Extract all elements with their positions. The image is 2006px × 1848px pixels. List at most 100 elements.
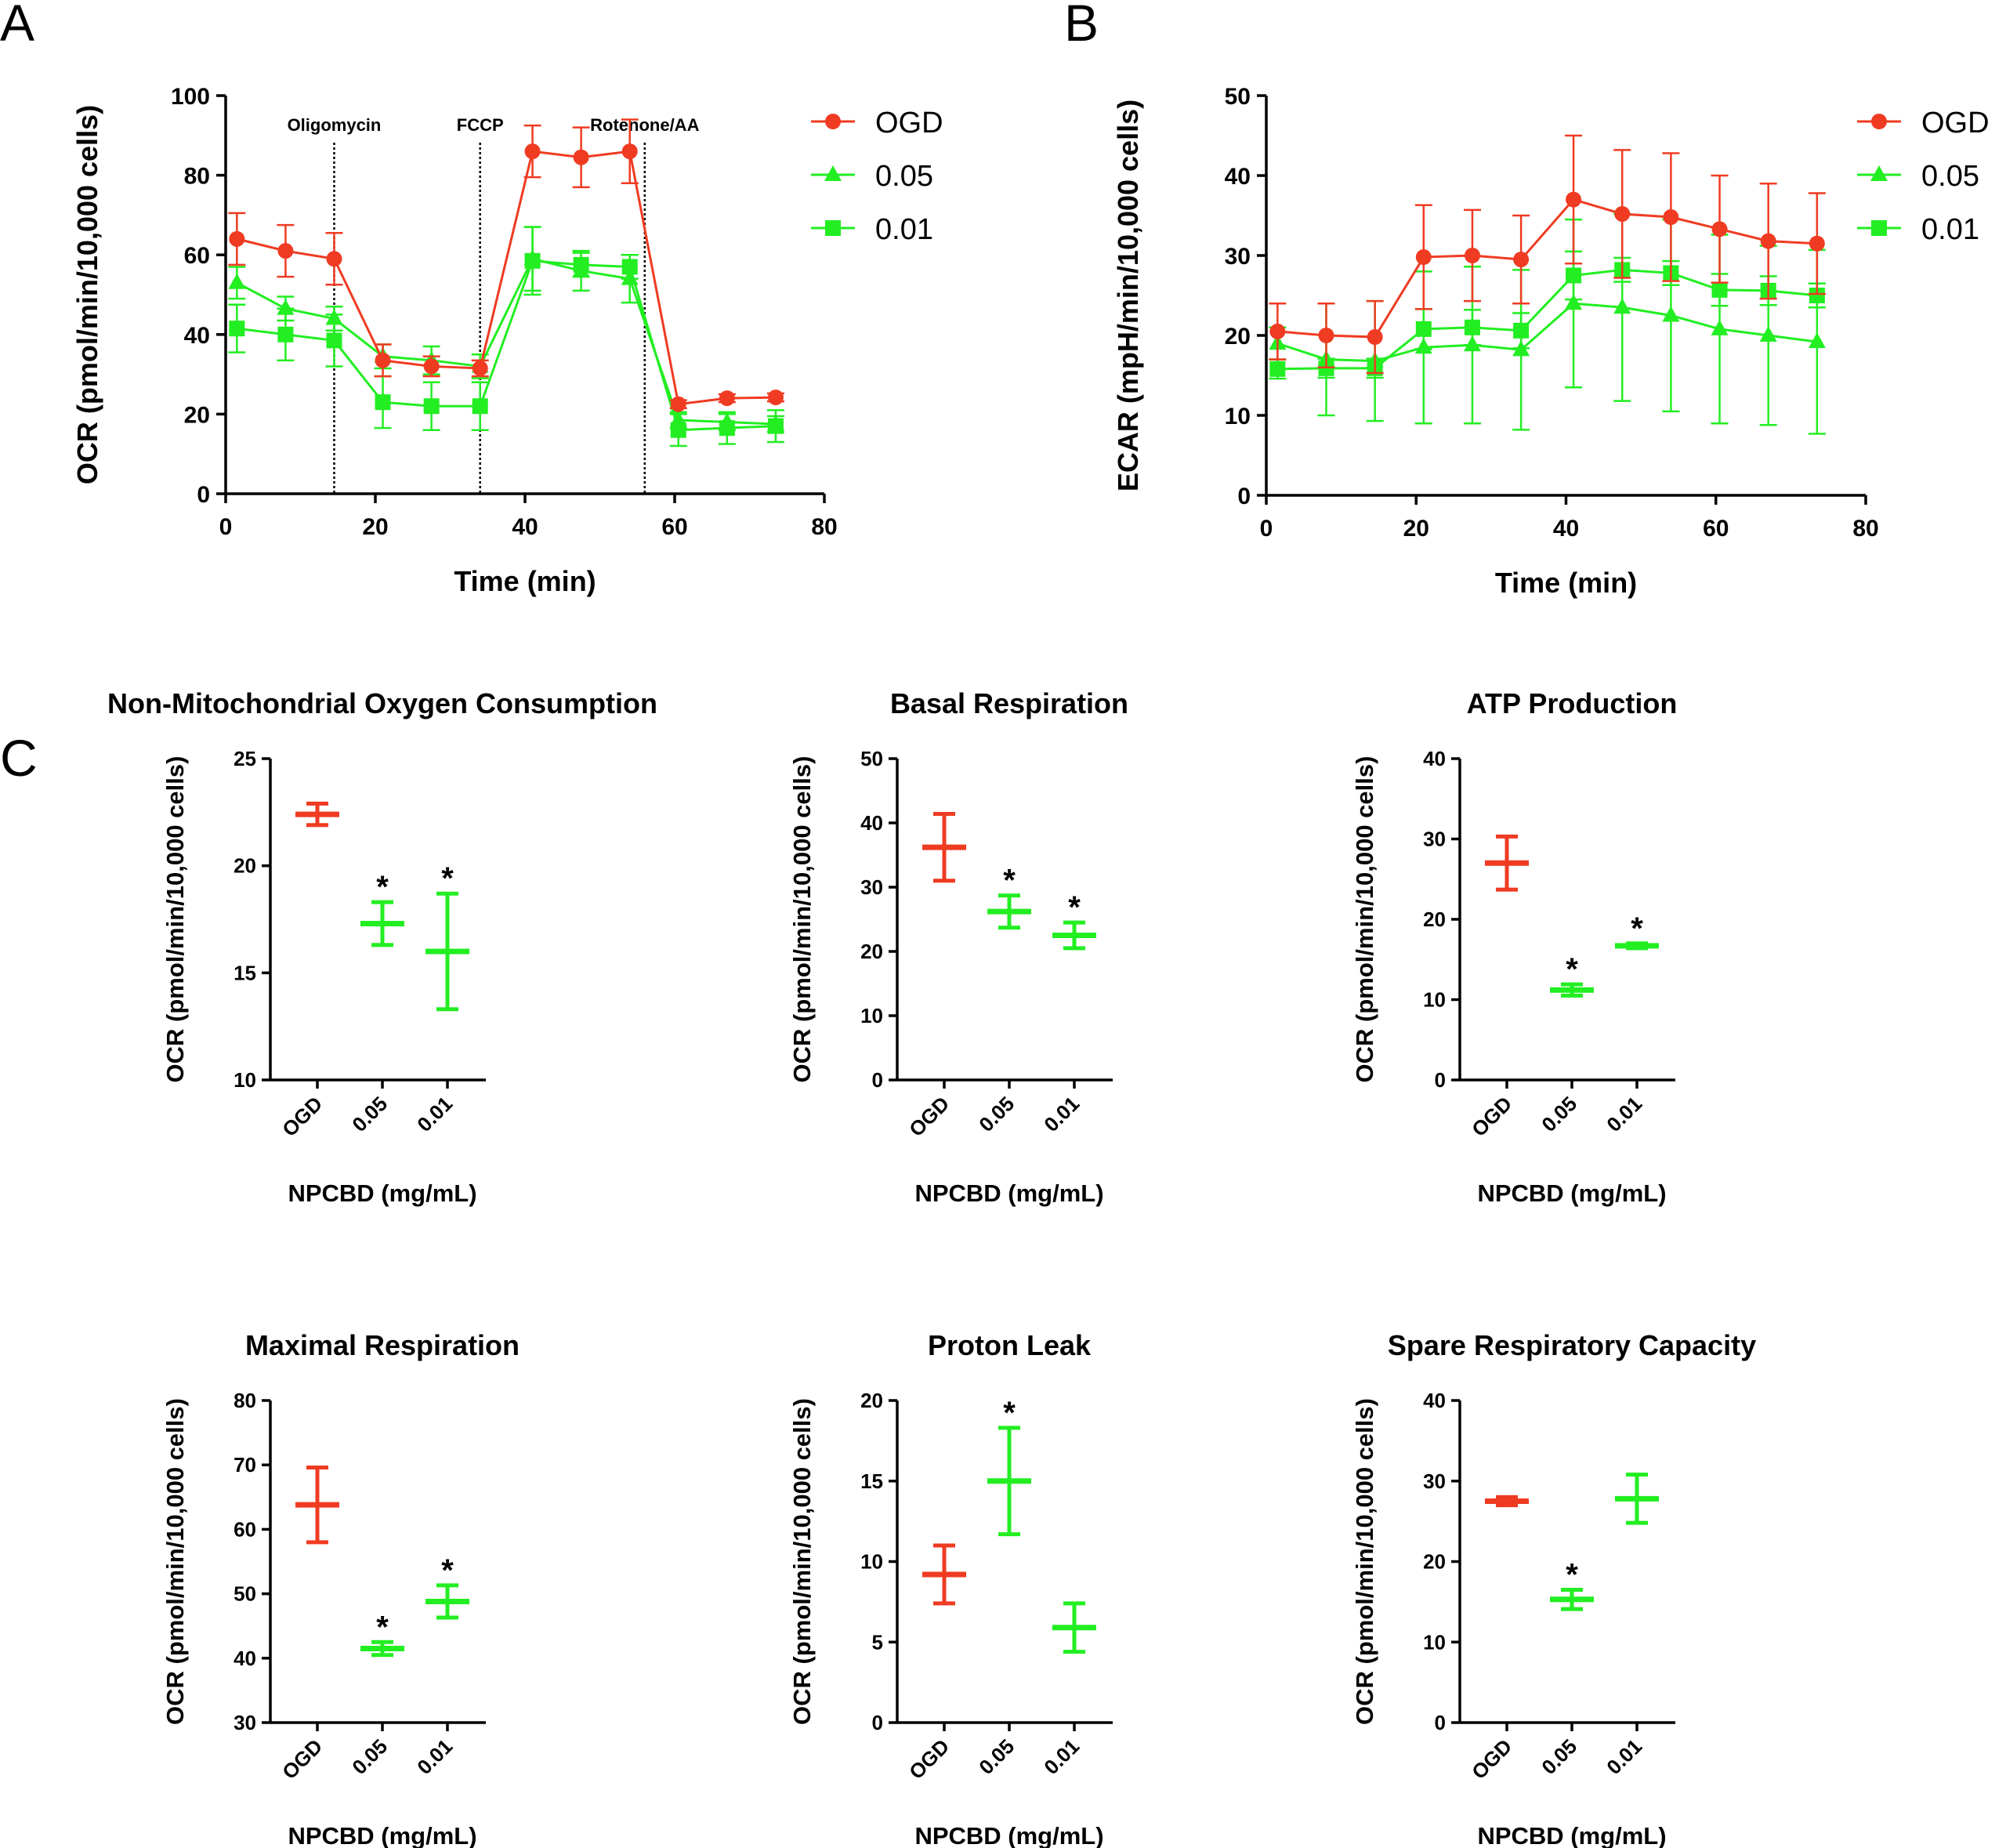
chart-title: Basal Respiration	[890, 687, 1128, 719]
x-axis-label: NPCBD (mg/mL)	[914, 1822, 1103, 1848]
injection-label-rotenone-aa: Rotenone/AA	[590, 115, 699, 135]
injection-label-oligomycin: Oligomycin	[288, 115, 382, 135]
y-tick-label: 20	[234, 854, 256, 878]
series-ogd	[228, 118, 784, 412]
series-line	[236, 150, 776, 406]
x-tick-label: 80	[1852, 516, 1878, 542]
y-tick-label: 5	[872, 1630, 883, 1654]
y-tick-label: 10	[1225, 404, 1251, 429]
y-tick-label: 30	[1423, 828, 1446, 851]
data-point	[1711, 319, 1729, 335]
data-point	[524, 143, 541, 160]
mean-marker-0-05	[1550, 982, 1594, 998]
series-line	[1277, 268, 1817, 371]
data-point	[423, 358, 440, 375]
x-tick-label-0-01: 0.01	[1039, 1092, 1084, 1136]
x-tick-label: 40	[512, 514, 538, 540]
data-point	[523, 249, 541, 266]
data-point	[1512, 340, 1530, 357]
mean-marker-ogd	[922, 1543, 966, 1606]
significance-marker: *	[376, 1610, 389, 1644]
y-tick-label: 10	[860, 1004, 883, 1027]
data-point	[718, 412, 736, 429]
y-tick-label: 10	[860, 1550, 883, 1574]
significance-marker: *	[1068, 890, 1081, 925]
data-point	[1760, 233, 1776, 249]
chart-proton-leak: Proton Leak 0 5 10 15 20 OGD 0.05 0.01 NPCBD (mg/…	[788, 1329, 1113, 1848]
mean-marker-0-05	[987, 1426, 1031, 1537]
x-tick-label-ogd: OGD	[277, 1092, 327, 1141]
mean-marker-0-05	[1550, 1587, 1594, 1611]
y-tick-label: 30	[1225, 244, 1251, 270]
x-tick-label: 60	[661, 514, 687, 540]
data-point	[1663, 209, 1679, 226]
y-tick-label: 20	[184, 402, 210, 428]
legend-marker	[1870, 165, 1888, 181]
mean-marker-0-01	[425, 1583, 469, 1620]
x-tick-label-0-05: 0.05	[974, 1092, 1019, 1136]
y-tick-label: 50	[1225, 84, 1251, 110]
chart-non-mitochondrial-oxygen-consumption: Non-Mitochondrial Oxygen Consumption 10 15…	[107, 687, 657, 1207]
x-tick-label: 0	[1260, 516, 1273, 542]
data-point	[228, 273, 246, 289]
legend-marker	[825, 220, 841, 236]
data-point	[325, 309, 343, 325]
y-tick-label: 70	[234, 1453, 256, 1477]
data-point	[767, 390, 784, 406]
legend-entry-0-01: 0.01	[875, 213, 933, 246]
mean-marker-ogd	[922, 812, 966, 883]
data-point	[1269, 361, 1286, 377]
chart-ocr-time-course: 0 20 40 60 80 0 20 40 60 80 100 Time (min) OCR (pmol…	[71, 84, 943, 597]
x-tick-label-0-05: 0.05	[1537, 1734, 1581, 1779]
chart-basal-respiration: Basal Respiration 0 10 20 30 40 50 OGD 0.05 0.01 N…	[788, 687, 1128, 1207]
y-tick-label: 60	[184, 243, 210, 269]
data-point	[472, 360, 488, 376]
legend-entry-0-05: 0.05	[1921, 160, 1979, 193]
x-tick-label-0-01: 0.01	[1602, 1092, 1646, 1136]
legend-entry-0-05: 0.05	[875, 160, 933, 193]
chart-maximal-respiration: Maximal Respiration 30 40 50 60 70 80 OGD 0.05 0.…	[161, 1329, 520, 1848]
x-axis-label: NPCBD (mg/mL)	[914, 1179, 1103, 1207]
y-axis-label: OCR (pmol/min/10,000 cells)	[788, 756, 816, 1083]
data-point	[375, 352, 391, 368]
data-point	[229, 321, 245, 337]
data-point	[1808, 332, 1826, 349]
data-point	[472, 398, 488, 415]
data-point	[1613, 298, 1631, 314]
data-point	[1463, 335, 1481, 352]
chart-title: Maximal Respiration	[245, 1329, 520, 1361]
y-tick-label: 50	[860, 747, 883, 770]
data-point	[277, 326, 294, 342]
data-point	[1414, 338, 1432, 354]
series-line	[236, 257, 776, 426]
y-tick-label: 30	[860, 875, 883, 899]
y-tick-label: 0	[1237, 484, 1251, 509]
x-tick-label-ogd: OGD	[277, 1734, 327, 1784]
legend-marker	[825, 114, 841, 129]
series-line	[237, 259, 776, 432]
data-point	[1318, 328, 1334, 343]
x-tick-label-0-05: 0.05	[347, 1092, 392, 1136]
y-axis-label: OCR (pmol/min/10,000 cells)	[161, 756, 189, 1083]
y-tick-label: 0	[1435, 1711, 1446, 1734]
significance-marker: *	[1566, 1557, 1578, 1592]
legend-entry-ogd: OGD	[1921, 107, 1990, 140]
data-point	[1759, 326, 1777, 342]
chart-atp-production: ATP Production 0 10 20 30 40 OGD 0.05 0.01 NPCBD …	[1351, 687, 1677, 1207]
x-tick-label-0-01: 0.01	[1602, 1734, 1646, 1779]
data-point	[719, 390, 735, 407]
y-axis-label: ECAR (mpH/min/10,000 cells)	[1112, 100, 1144, 491]
chart-title: Proton Leak	[928, 1329, 1092, 1361]
x-axis-label: NPCBD (mg/mL)	[288, 1822, 476, 1848]
x-axis-label: NPCBD (mg/mL)	[288, 1179, 476, 1207]
y-axis-label: OCR (pmol/min/10,000 cells)	[1351, 1398, 1378, 1725]
x-tick-label-0-05: 0.05	[347, 1734, 392, 1779]
y-tick-label: 40	[1423, 1389, 1446, 1412]
legend-entry-ogd: OGD	[875, 107, 943, 140]
significance-marker: *	[1631, 911, 1643, 946]
chart-title: ATP Production	[1467, 687, 1678, 719]
y-tick-label: 0	[872, 1711, 883, 1734]
y-tick-label: 40	[234, 1647, 256, 1670]
chart-title: Spare Respiratory Capacity	[1388, 1329, 1756, 1361]
y-axis-label: OCR (pmol/min/10,000 cells)	[788, 1398, 816, 1725]
